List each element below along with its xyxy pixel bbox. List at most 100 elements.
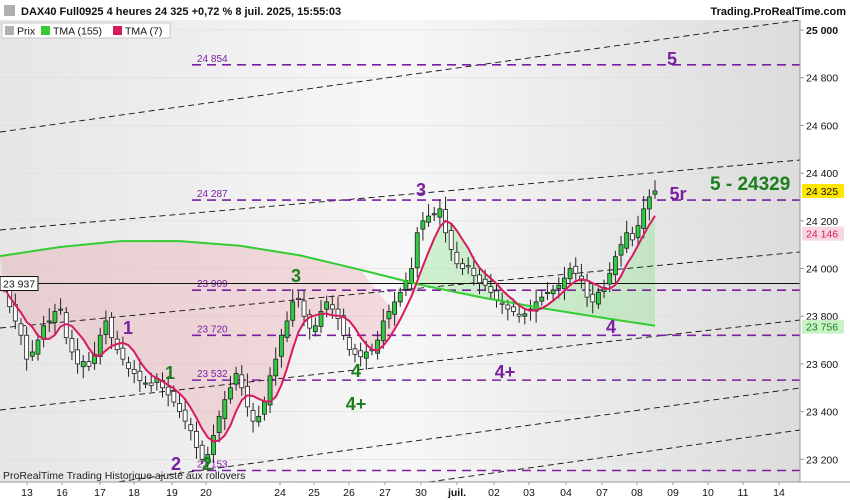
wave-label: 4 (351, 361, 361, 381)
candle-body (431, 213, 437, 216)
channel-line (0, 387, 801, 499)
tma7-line (3, 215, 656, 443)
candle-body (505, 304, 511, 310)
candle-body (522, 313, 528, 317)
channel-line (0, 19, 801, 133)
candle-body (358, 350, 364, 358)
tma155-line (0, 240, 656, 327)
candle-body (641, 208, 647, 229)
candle-body (278, 334, 284, 357)
candle-body (595, 291, 601, 305)
candle-body (573, 265, 579, 274)
wave-label: 3 (416, 180, 426, 200)
chart-title: DAX40 Full0925 4 heures 24 325 +0,72 % 8… (21, 6, 341, 18)
footer-note: ProRealTime Trading Historique ajusté au… (3, 470, 245, 482)
candle-body (120, 347, 126, 360)
candle-body (165, 386, 171, 396)
candle-body (143, 382, 148, 385)
candle-body (109, 316, 114, 339)
wave-label: 4 (606, 317, 616, 337)
level-label: 23 720 (197, 324, 228, 335)
candle-body (618, 244, 624, 256)
x-tick-label: 04 (560, 487, 572, 499)
x-tick-label: 13 (21, 487, 33, 499)
svg-text:23 756: 23 756 (806, 322, 838, 334)
x-tick-label: 17 (94, 487, 106, 499)
legend-swatch-tma155 (41, 26, 50, 35)
candle-body (284, 320, 290, 338)
candle-body (273, 358, 279, 377)
candle-body (103, 320, 109, 335)
candle-body (290, 301, 296, 321)
plot-area (0, 20, 800, 482)
channel-line (0, 159, 801, 231)
candle-body (86, 361, 92, 367)
candle-body (199, 444, 205, 460)
candle-body (131, 368, 137, 374)
candle-body (205, 454, 211, 463)
candle-body (499, 302, 505, 305)
candle-body (329, 304, 335, 310)
candle-body (556, 284, 562, 289)
candle-body (137, 370, 143, 381)
candle-body (380, 320, 386, 342)
candle-body (301, 300, 307, 317)
candle-body (629, 233, 635, 241)
y-axis[interactable] (800, 20, 850, 482)
y-tick-label: 24 200 (806, 216, 838, 228)
y-tick-label: 23 600 (806, 359, 838, 371)
legend: Prix TMA (155) TMA (7) (1, 22, 171, 39)
candle-body (482, 278, 488, 286)
wave-label: 1 (123, 318, 133, 338)
chart-type-icon[interactable] (4, 5, 15, 16)
wave-label: 3 (291, 266, 301, 286)
x-tick-labels: 13 16 17 18 19 20 24 25 26 27 30 juil. 02 03 04 07 08 09 1… (21, 482, 785, 499)
candle-body (545, 291, 550, 294)
candle-body (352, 348, 358, 355)
candle-body (392, 301, 398, 315)
wave-label: 2 (171, 454, 181, 474)
level-label: 24 287 (197, 189, 228, 200)
channel-line (0, 319, 801, 411)
candle-body (216, 415, 222, 433)
candle-body (324, 301, 330, 310)
candle-body (171, 390, 177, 403)
candle-body (148, 382, 154, 386)
x-tick-label: 07 (596, 487, 608, 499)
x-tick-label: 14 (773, 487, 785, 499)
candle-body (511, 306, 516, 312)
candle-body (375, 339, 381, 354)
wave-label: 5 (667, 49, 677, 69)
grid-lines (0, 29, 800, 460)
candle-body (267, 375, 273, 406)
wave-label: 1 (165, 363, 175, 383)
header-bar (0, 0, 850, 20)
candle-body (437, 208, 443, 218)
candle-body (448, 230, 454, 250)
candle-body (612, 256, 618, 276)
legend-prix: Prix (17, 26, 36, 38)
candle-body (646, 196, 652, 210)
x-tick-label: 24 (274, 487, 286, 499)
x-tick-label: juil. (447, 487, 466, 499)
wave-label: 4+ (495, 362, 516, 382)
candle-body (465, 265, 471, 268)
candle-body (295, 297, 301, 300)
svg-text:24 325: 24 325 (806, 186, 838, 198)
candle-body (494, 290, 499, 300)
candle-body (126, 362, 131, 370)
candle-body (635, 225, 641, 239)
x-tick-label: 25 (308, 487, 320, 499)
x-tick-label: 03 (523, 487, 535, 499)
brand-label: Trading.ProRealTime.com (710, 6, 846, 18)
candle-body (346, 337, 352, 350)
candle-body (261, 401, 267, 415)
x-tick-label: 11 (738, 487, 749, 499)
x-tick-label: 09 (667, 487, 679, 499)
x-axis[interactable] (0, 482, 850, 500)
wave-labels: 1 2 3 4 4+ 5 5r 1 2 3 4 4+ (123, 49, 687, 474)
legend-swatch-tma7 (113, 26, 122, 35)
y-tick-label: 25 000 (806, 25, 838, 37)
candle-body (182, 409, 188, 422)
